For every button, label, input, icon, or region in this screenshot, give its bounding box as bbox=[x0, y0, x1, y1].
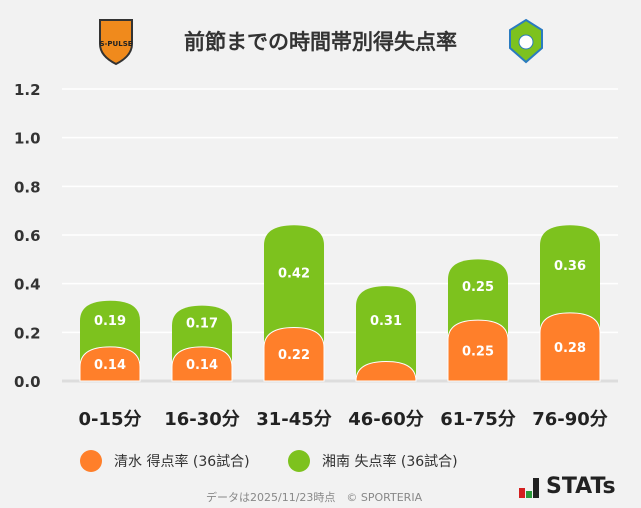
bar-shimizu bbox=[355, 361, 417, 382]
data-label-shonan: 0.17 bbox=[186, 316, 218, 331]
x-tick-label: 61-75分 bbox=[440, 409, 516, 430]
legend-swatch bbox=[80, 450, 102, 472]
data-label-shonan: 0.25 bbox=[462, 280, 494, 295]
stats-logo: STATs bbox=[518, 474, 616, 499]
x-tick-label: 76-90分 bbox=[532, 409, 608, 430]
data-label-shimizu: 0.28 bbox=[554, 341, 586, 356]
bar-shonan bbox=[356, 286, 416, 381]
legend-item-shonan: 湘南 失点率 (36試合) bbox=[288, 450, 458, 472]
data-label-shonan: 0.31 bbox=[370, 314, 402, 329]
data-label-shonan: 0.42 bbox=[278, 266, 310, 281]
data-label-shimizu: 0.25 bbox=[462, 345, 494, 360]
y-tick-label: 0.4 bbox=[14, 276, 41, 294]
data-label-shimizu: 0.22 bbox=[278, 348, 310, 363]
bar-shimizu bbox=[539, 312, 601, 382]
shonan-logo bbox=[509, 18, 543, 64]
footer-note: データは2025/11/23時点 © SPORTERIA bbox=[206, 491, 423, 504]
data-label-shimizu: 0.14 bbox=[94, 358, 126, 373]
y-tick-label: 1.2 bbox=[14, 81, 41, 99]
data-label-shonan: 0.36 bbox=[554, 259, 586, 274]
legend-label: 清水 得点率 (36試合) bbox=[114, 454, 250, 470]
bar-shimizu bbox=[447, 319, 509, 382]
stats-brand: STATs bbox=[546, 474, 616, 499]
x-tick-label: 16-30分 bbox=[164, 409, 240, 430]
y-tick-label: 0.8 bbox=[14, 178, 41, 196]
x-tick-label: 46-60分 bbox=[348, 409, 424, 430]
legend-swatch bbox=[288, 450, 310, 472]
bar-chart: 0.0 0.2 0.4 0.6 0.8 1.0 1.2 0.19 0.14 0-15分 0.17 0.… bbox=[14, 81, 618, 430]
shimizu-logo: S-PULSE bbox=[99, 19, 133, 66]
legend-label: 湘南 失点率 (36試合) bbox=[322, 454, 458, 470]
x-tick-label: 0-15分 bbox=[78, 409, 141, 430]
data-label-shimizu: 0.14 bbox=[186, 358, 218, 373]
y-tick-label: 1.0 bbox=[14, 130, 41, 148]
bar-shimizu bbox=[79, 346, 141, 382]
svg-text:S-PULSE: S-PULSE bbox=[99, 40, 132, 48]
x-tick-label: 31-45分 bbox=[256, 409, 332, 430]
chart-title: 前節までの時間帯別得失点率 bbox=[184, 30, 457, 54]
y-tick-label: 0.0 bbox=[14, 373, 41, 391]
bar-shimizu bbox=[263, 326, 325, 382]
data-label-shonan: 0.19 bbox=[94, 314, 126, 329]
stats-bars-icon bbox=[519, 478, 539, 498]
y-tick-label: 0.2 bbox=[14, 324, 41, 342]
y-tick-label: 0.6 bbox=[14, 227, 41, 245]
legend-item-shimizu: 清水 得点率 (36試合) bbox=[80, 450, 250, 472]
bar-shimizu bbox=[171, 346, 233, 382]
